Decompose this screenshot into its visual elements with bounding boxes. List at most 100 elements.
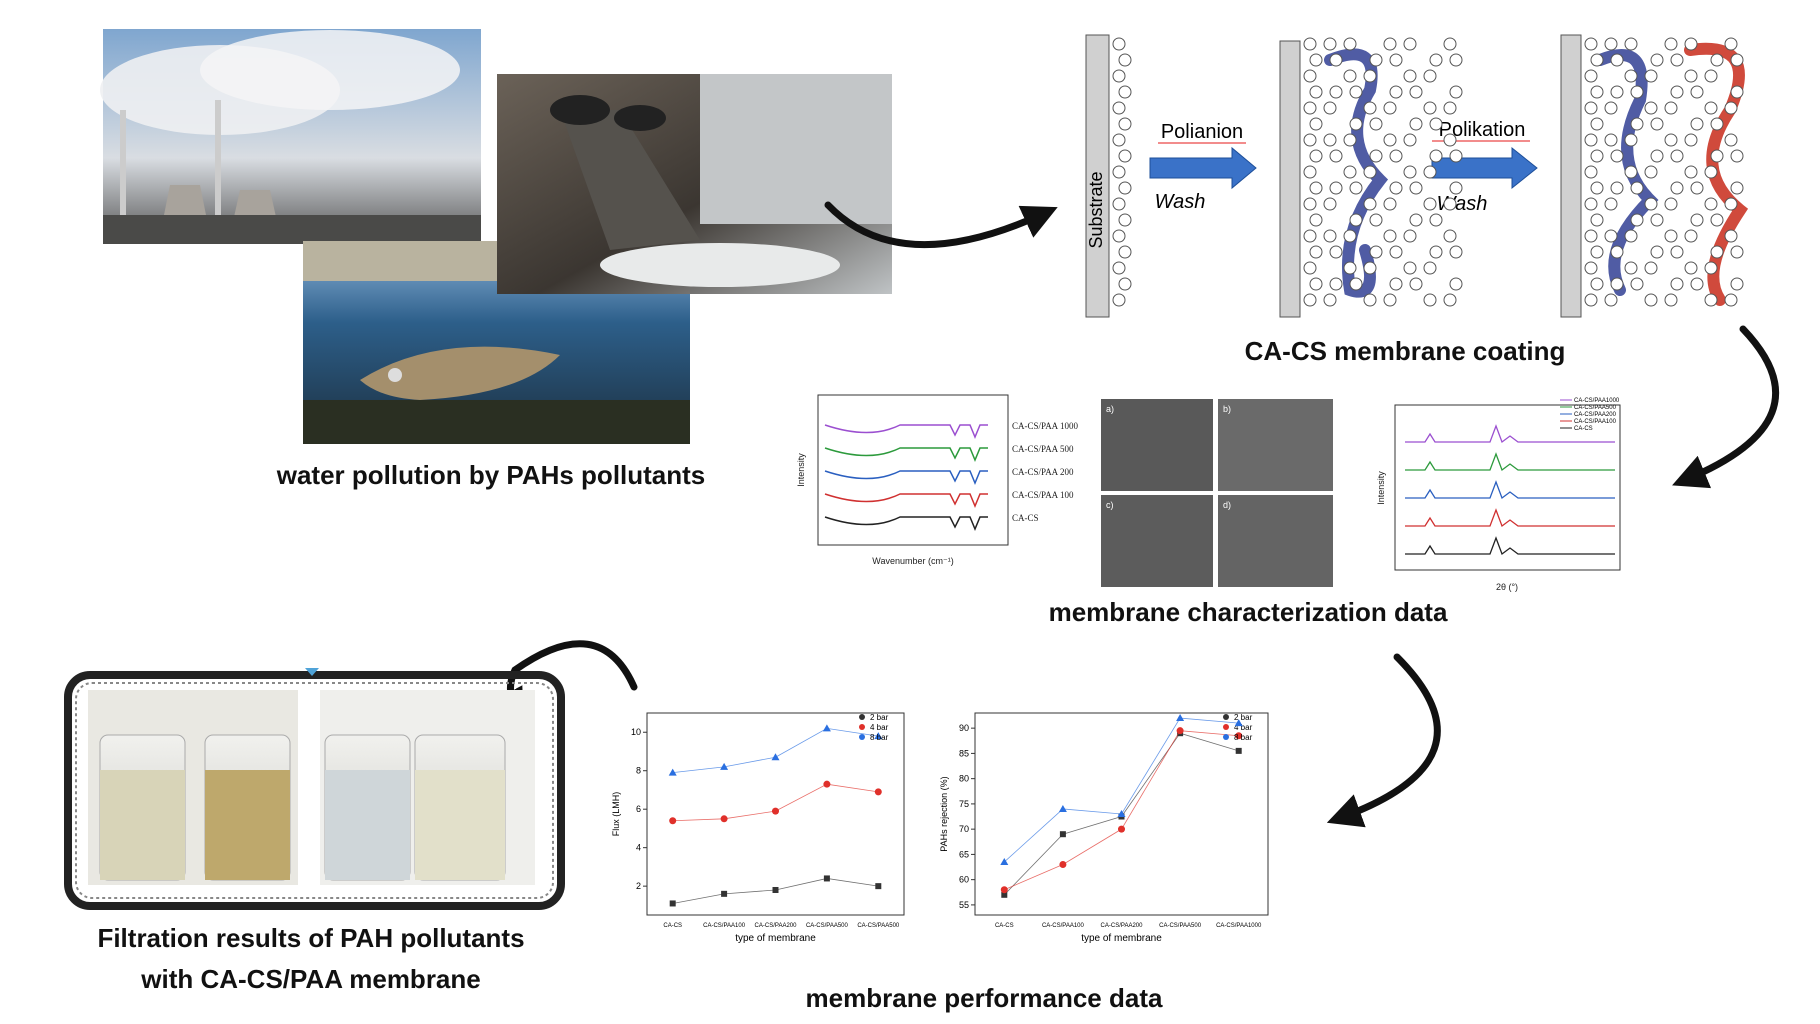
charge <box>1383 229 1397 243</box>
y-axis-label: PAHs rejection (%) <box>939 776 949 851</box>
wash-label: Wash <box>1155 191 1206 213</box>
point <box>772 807 779 815</box>
charge <box>1389 181 1403 195</box>
xrd-curve <box>1405 536 1615 556</box>
charge <box>1590 181 1604 195</box>
charge <box>1403 165 1417 179</box>
charge <box>1363 69 1377 83</box>
y-tick-label: 65 <box>959 849 969 859</box>
charge <box>1389 149 1403 163</box>
charge <box>1684 165 1698 179</box>
charge <box>1710 213 1724 227</box>
charge <box>1704 165 1718 179</box>
charge <box>1590 117 1604 131</box>
charge <box>1329 149 1343 163</box>
xrd-curve <box>1405 424 1615 444</box>
charge <box>1584 165 1598 179</box>
ftir-chart: Intensity Wavenumber (cm⁻¹) CA-CS/PAA 10… <box>796 394 1078 566</box>
point <box>874 732 883 740</box>
charge <box>1690 117 1704 131</box>
point <box>721 890 728 897</box>
charge <box>1363 261 1377 275</box>
point <box>822 724 831 732</box>
charge <box>1389 53 1403 67</box>
charge <box>1604 37 1618 51</box>
axis-label: Wavenumber (cm⁻¹) <box>872 556 953 566</box>
charge <box>1724 197 1738 211</box>
charge <box>1630 117 1644 131</box>
charge <box>1309 117 1323 131</box>
point <box>1176 714 1185 722</box>
charge <box>1349 213 1363 227</box>
charge <box>1684 37 1698 51</box>
y-tick-label: 2 <box>636 881 641 891</box>
charge <box>1309 213 1323 227</box>
charge <box>1584 197 1598 211</box>
legend-label: CA-CS/PAA500 <box>1574 405 1617 411</box>
charge <box>1584 261 1598 275</box>
point <box>720 762 729 770</box>
ftir-curve <box>824 424 988 439</box>
charge <box>1349 277 1363 291</box>
panel-label: b) <box>1223 404 1231 414</box>
charge <box>1670 149 1684 163</box>
charge <box>1670 53 1684 67</box>
point <box>823 780 831 788</box>
charge <box>1389 245 1403 259</box>
point <box>1235 732 1243 740</box>
charge <box>1624 229 1638 243</box>
axis-label: Intensity <box>796 453 806 487</box>
charge <box>1610 53 1624 67</box>
point <box>771 753 780 761</box>
charge <box>1690 181 1704 195</box>
legend-label: 2 bar <box>1234 713 1253 722</box>
charge <box>1443 101 1457 115</box>
photo-factory <box>100 29 481 244</box>
charge <box>1423 101 1437 115</box>
charge <box>1584 229 1598 243</box>
x-tick-label: CA-CS/PAA500 <box>1159 923 1202 929</box>
charge <box>1730 245 1744 259</box>
charge <box>1309 181 1323 195</box>
charge <box>1684 261 1698 275</box>
y-tick-label: 6 <box>636 804 641 814</box>
charge <box>1610 149 1624 163</box>
charge <box>1323 293 1337 307</box>
charge <box>1112 293 1126 307</box>
charge <box>1684 69 1698 83</box>
charge <box>1343 229 1357 243</box>
charge <box>1423 165 1437 179</box>
charge <box>1630 85 1644 99</box>
charge <box>1309 149 1323 163</box>
charge <box>1309 245 1323 259</box>
legend-label: CA-CS/PAA200 <box>1574 412 1617 418</box>
point <box>772 886 779 893</box>
charge <box>1429 149 1443 163</box>
point <box>669 817 677 825</box>
charge <box>1604 133 1618 147</box>
charge <box>1443 229 1457 243</box>
charge <box>1630 181 1644 195</box>
charge <box>1429 213 1443 227</box>
charge <box>1383 197 1397 211</box>
charge <box>1650 245 1664 259</box>
charge <box>1724 293 1738 307</box>
charge <box>1303 69 1317 83</box>
legend-label: 4 bar <box>870 723 889 732</box>
charge <box>1112 165 1126 179</box>
charge <box>1383 133 1397 147</box>
charge <box>1349 181 1363 195</box>
charge <box>1403 69 1417 83</box>
charge <box>1118 117 1132 131</box>
charge <box>1624 133 1638 147</box>
x-tick-label: CA-CS/PAA500 <box>857 923 900 929</box>
charge <box>1443 293 1457 307</box>
y-tick-label: 55 <box>959 900 969 910</box>
series-label: CA-CS/PAA 1000 <box>1012 421 1078 431</box>
charge <box>1343 37 1357 51</box>
charge <box>1323 229 1337 243</box>
axis-label: Intensity <box>1376 471 1386 505</box>
series-label: CA-CS/PAA 200 <box>1012 467 1074 477</box>
charge <box>1724 37 1738 51</box>
